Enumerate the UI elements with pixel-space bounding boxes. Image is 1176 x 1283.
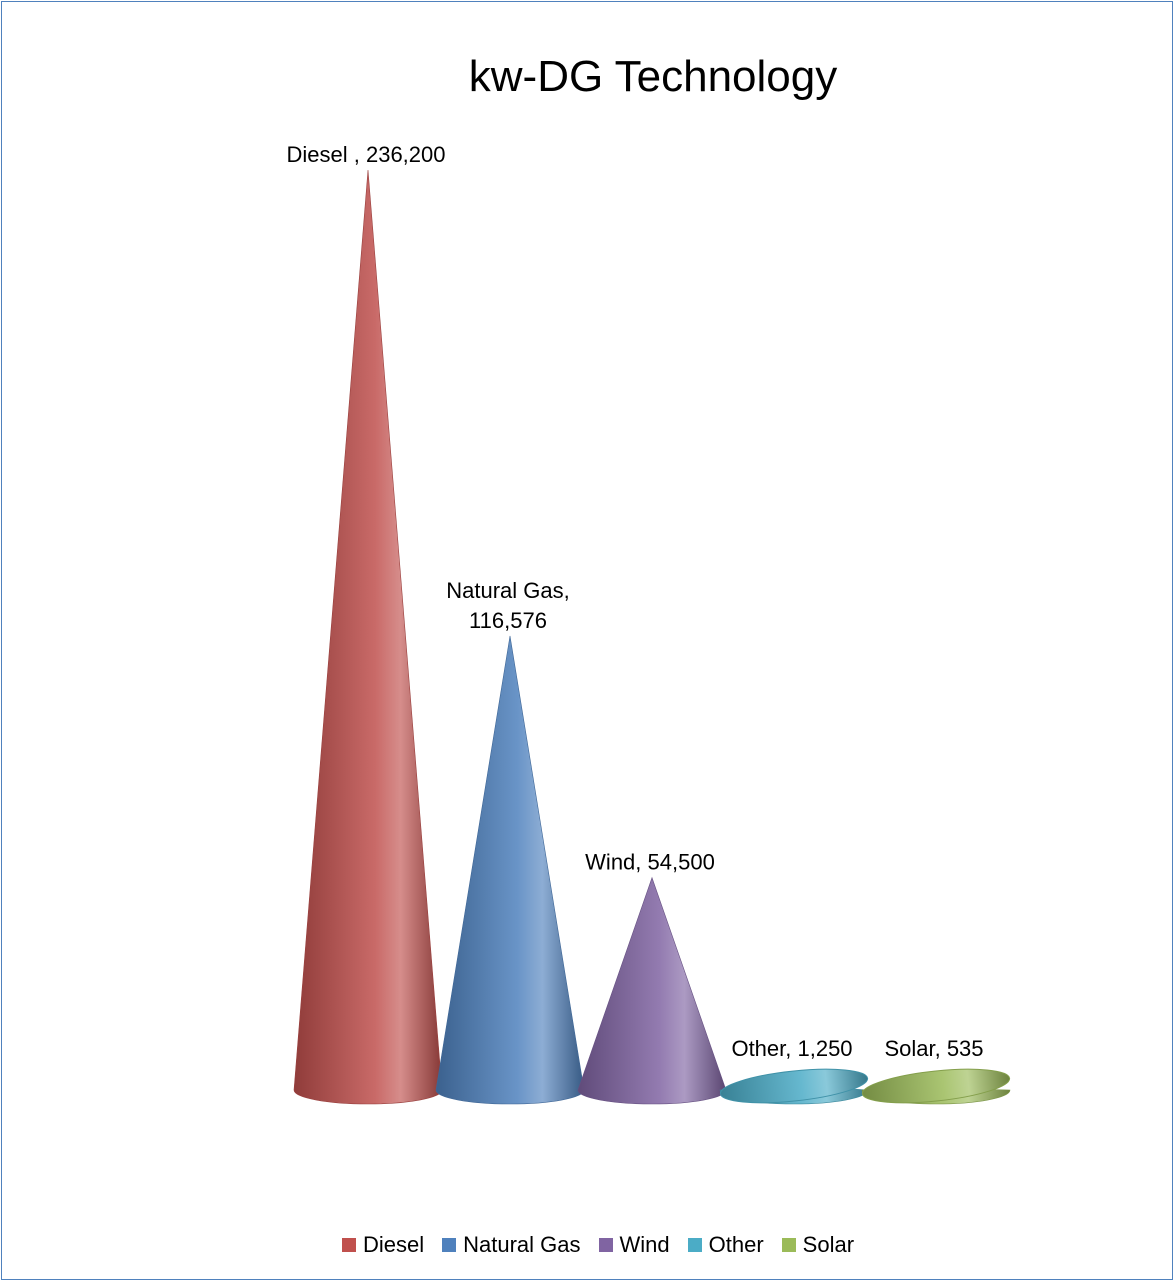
legend-item-other: Other bbox=[687, 1232, 764, 1258]
legend-label-other: Other bbox=[708, 1232, 764, 1257]
chart-legend: Diesel Natural Gas Wind Other Solar bbox=[0, 1232, 1176, 1258]
data-label-other: Other, 1,250 bbox=[731, 1036, 852, 1061]
data-label-wind: Wind, 54,500 bbox=[585, 850, 715, 875]
legend-swatch-natural-gas bbox=[442, 1238, 457, 1252]
legend-item-solar: Solar bbox=[781, 1232, 855, 1258]
data-label-natural-gas-line-1: Natural Gas, bbox=[446, 578, 570, 603]
data-label-solar: Solar, 535 bbox=[884, 1036, 983, 1061]
legend-swatch-wind bbox=[598, 1238, 613, 1252]
legend-item-diesel: Diesel bbox=[341, 1232, 425, 1258]
legend-item-wind: Wind bbox=[598, 1232, 670, 1258]
cone-top-other bbox=[719, 1068, 869, 1104]
legend-swatch-diesel bbox=[341, 1238, 356, 1252]
legend-label-diesel: Diesel bbox=[362, 1232, 425, 1257]
legend-swatch-solar bbox=[781, 1238, 796, 1252]
cone-natural-gas bbox=[435, 635, 585, 1105]
chart-title: kw-DG Technology bbox=[468, 52, 838, 101]
cone-top-solar bbox=[861, 1068, 1011, 1104]
data-label-natural-gas-line-2: 116,576 bbox=[469, 608, 547, 633]
legend-label-natural-gas: Natural Gas bbox=[463, 1232, 581, 1257]
legend-swatch-other bbox=[687, 1238, 702, 1252]
legend-label-solar: Solar bbox=[802, 1232, 855, 1257]
legend-label-wind: Wind bbox=[619, 1232, 670, 1257]
cone-wind bbox=[577, 876, 727, 1105]
data-label-diesel: Diesel , 236,200 bbox=[287, 142, 446, 167]
cone-diesel bbox=[293, 169, 443, 1105]
legend-item-natural-gas: Natural Gas bbox=[442, 1232, 581, 1258]
